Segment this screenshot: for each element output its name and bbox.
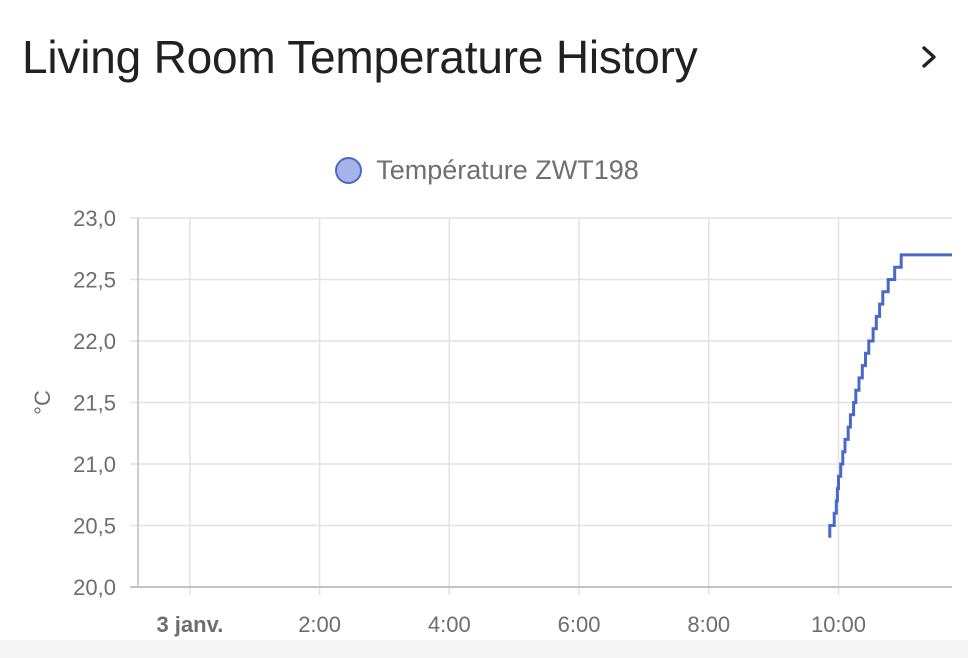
chart-grid (130, 217, 952, 595)
card-bottom-edge (0, 640, 968, 658)
x-tick-label: 8:00 (687, 612, 730, 637)
x-tick-label: 10:00 (811, 612, 866, 637)
x-tick-label: 6:00 (558, 612, 601, 637)
temperature-chart: 20,0 20,5 21,0 21,5 22,0 22,5 23,0 3 janv. 2:00 4… (30, 206, 952, 637)
chart-legend[interactable]: Température ZWT198 (0, 155, 968, 186)
y-tick-label: 23,0 (73, 206, 116, 231)
y-tick-label: 20,5 (73, 514, 116, 539)
x-tick-label: 3 janv. (156, 612, 223, 637)
y-tick-label: 21,5 (73, 391, 116, 416)
chart-series (828, 253, 952, 538)
card-header: Living Room Temperature History (22, 26, 968, 96)
y-tick-label: 22,0 (73, 329, 116, 354)
chevron-right-icon[interactable] (914, 42, 944, 72)
legend-swatch (335, 157, 363, 184)
y-tick-label: 21,0 (73, 452, 116, 477)
series-line (828, 253, 952, 538)
x-tick-label: 2:00 (298, 612, 341, 637)
card-title: Living Room Temperature History (22, 31, 698, 83)
y-tick-label: 20,0 (73, 575, 116, 600)
legend-label: Température ZWT198 (376, 155, 639, 185)
y-tick-label: 22,5 (73, 268, 116, 293)
x-tick-label: 4:00 (428, 612, 471, 637)
y-axis-title: °C (30, 390, 55, 415)
chart-axes (130, 218, 952, 588)
chart-tick-labels: 20,0 20,5 21,0 21,5 22,0 22,5 23,0 3 janv. 2:00 4… (30, 206, 866, 637)
